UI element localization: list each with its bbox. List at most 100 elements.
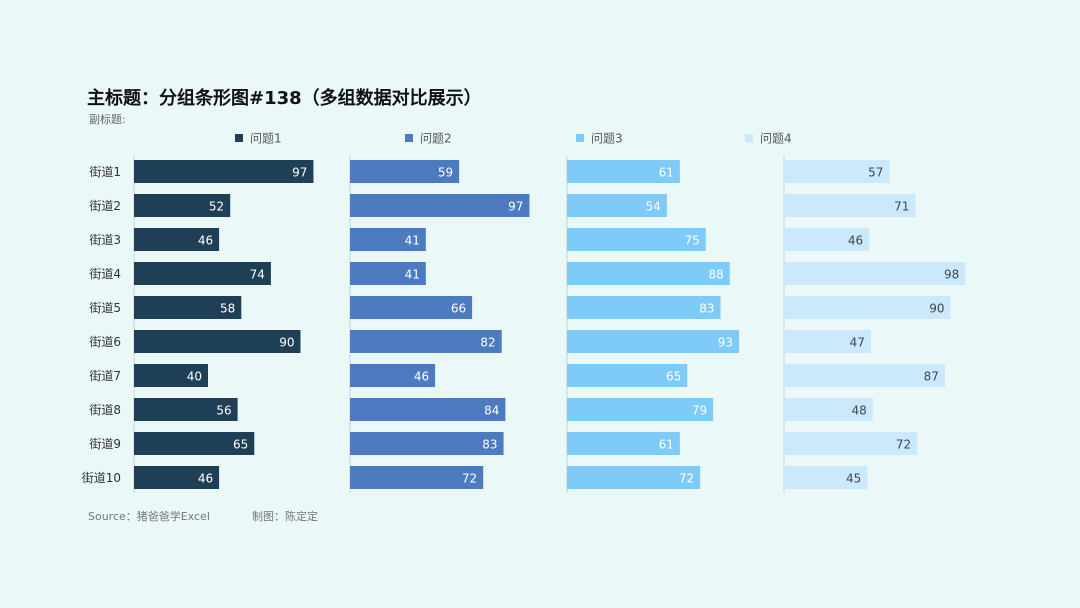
- bar: [134, 296, 242, 319]
- legend-swatch: [745, 134, 753, 142]
- legend-swatch: [576, 134, 584, 142]
- bar-value-label: 79: [692, 404, 707, 418]
- bar-value-label: 72: [679, 472, 694, 486]
- category-label: 街道7: [89, 369, 121, 383]
- bar-value-label: 83: [482, 438, 497, 452]
- bar-value-label: 56: [216, 404, 231, 418]
- bar-value-label: 47: [850, 336, 865, 350]
- bar-value-label: 71: [894, 200, 909, 214]
- bar-value-label: 83: [699, 302, 714, 316]
- bar-value-label: 41: [405, 268, 420, 282]
- legend-swatch: [235, 134, 243, 142]
- bar-value-label: 84: [484, 404, 499, 418]
- category-label: 街道3: [89, 233, 121, 247]
- bar-value-label: 41: [405, 234, 420, 248]
- bar-value-label: 93: [718, 336, 733, 350]
- bar: [567, 194, 667, 217]
- footer-author: 制图：陈定定: [252, 510, 318, 523]
- bar: [350, 160, 460, 183]
- bar: [134, 194, 231, 217]
- bar-value-label: 45: [846, 472, 861, 486]
- bar: [350, 398, 506, 421]
- bar-value-label: 59: [438, 166, 453, 180]
- bar-value-label: 72: [896, 438, 911, 452]
- bar: [134, 466, 220, 489]
- legend-label: 问题3: [591, 132, 623, 146]
- bar: [567, 364, 688, 387]
- bar: [134, 262, 271, 285]
- bar: [350, 262, 426, 285]
- legend-label: 问题2: [420, 132, 452, 146]
- bar: [567, 228, 706, 251]
- bar: [567, 296, 721, 319]
- bar: [350, 194, 530, 217]
- bar: [784, 228, 870, 251]
- bar: [567, 262, 730, 285]
- bar-value-label: 52: [209, 200, 224, 214]
- bar: [567, 432, 680, 455]
- bar: [567, 466, 701, 489]
- legend-label: 问题4: [760, 132, 792, 146]
- footer-source: Source：猪爸爸学Excel: [88, 510, 210, 523]
- bar: [350, 330, 502, 353]
- bar: [350, 228, 426, 251]
- bar: [134, 160, 314, 183]
- bar-value-label: 54: [646, 200, 661, 214]
- legend-label: 问题1: [250, 132, 282, 146]
- bar: [134, 228, 220, 251]
- bar-value-label: 88: [709, 268, 724, 282]
- category-label: 街道5: [89, 301, 121, 315]
- chart-subtitle: 副标题:: [89, 113, 126, 126]
- bar-value-label: 90: [279, 336, 294, 350]
- bar: [784, 364, 945, 387]
- bar-value-label: 57: [868, 166, 883, 180]
- bar: [134, 398, 238, 421]
- bar: [784, 330, 871, 353]
- category-label: 街道4: [89, 267, 121, 281]
- bar: [567, 160, 680, 183]
- bar-value-label: 74: [250, 268, 265, 282]
- bar: [784, 432, 918, 455]
- bar: [784, 466, 868, 489]
- category-label: 街道8: [89, 403, 121, 417]
- bar: [350, 296, 473, 319]
- category-label: 街道10: [82, 471, 121, 485]
- bar-value-label: 61: [659, 166, 674, 180]
- bar-value-label: 75: [684, 234, 699, 248]
- bar: [567, 330, 740, 353]
- bar-value-label: 46: [198, 234, 213, 248]
- bar-value-label: 97: [292, 166, 307, 180]
- bar: [134, 432, 255, 455]
- bar: [784, 398, 873, 421]
- bar: [567, 398, 714, 421]
- bar: [784, 194, 916, 217]
- bar: [784, 160, 890, 183]
- bar: [784, 296, 951, 319]
- category-label: 街道9: [89, 437, 121, 451]
- bar-value-label: 48: [852, 404, 867, 418]
- bar-value-label: 46: [848, 234, 863, 248]
- bar: [350, 432, 504, 455]
- category-label: 街道1: [89, 165, 121, 179]
- legend-swatch: [405, 134, 413, 142]
- bar-value-label: 46: [198, 472, 213, 486]
- bar-value-label: 46: [414, 370, 429, 384]
- bar-value-label: 40: [187, 370, 202, 384]
- bar-value-label: 82: [480, 336, 495, 350]
- chart-title: 主标题：分组条形图#138（多组数据对比展示）: [87, 88, 482, 109]
- bar: [350, 466, 484, 489]
- bar-value-label: 65: [666, 370, 681, 384]
- bar-value-label: 58: [220, 302, 235, 316]
- category-label: 街道6: [89, 335, 121, 349]
- bar-value-label: 97: [508, 200, 523, 214]
- bar: [134, 330, 301, 353]
- bar-value-label: 90: [929, 302, 944, 316]
- bar-value-label: 66: [451, 302, 466, 316]
- bar: [350, 364, 436, 387]
- bar-value-label: 61: [659, 438, 674, 452]
- bar-value-label: 72: [462, 472, 477, 486]
- bar-value-label: 98: [944, 268, 959, 282]
- bar: [134, 364, 208, 387]
- category-label: 街道2: [89, 199, 121, 213]
